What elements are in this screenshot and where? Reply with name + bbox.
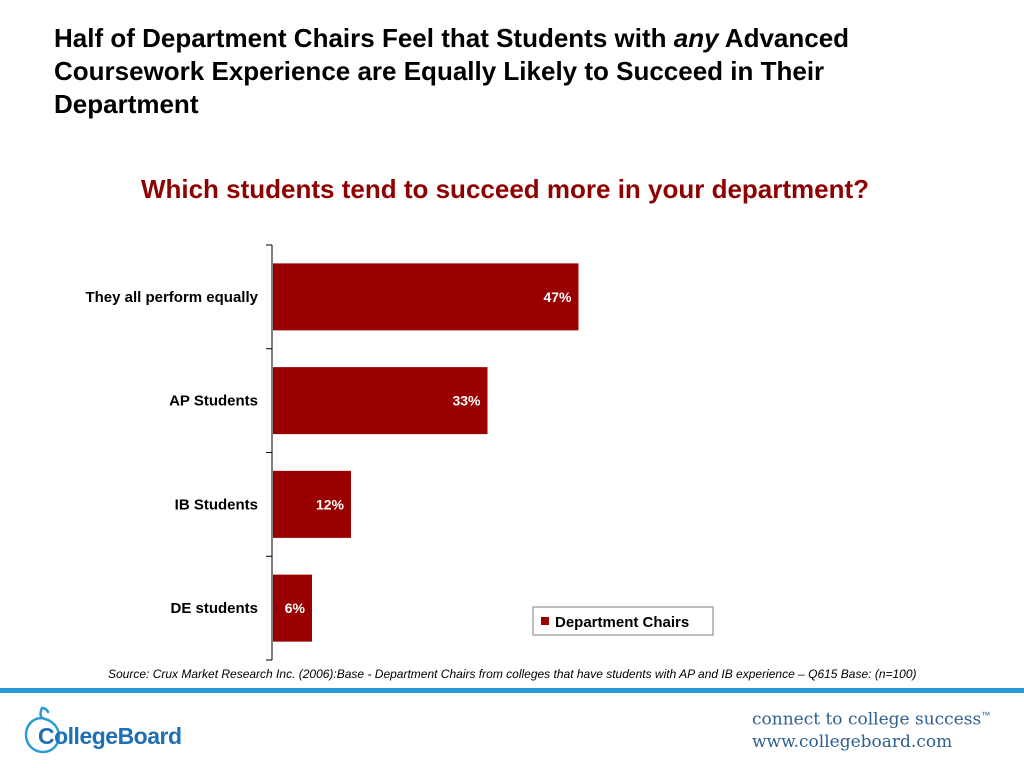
bar xyxy=(273,470,351,538)
chart-bars: 47% 33% 12% 6% xyxy=(273,263,579,642)
trademark-mark: ™ xyxy=(981,710,991,720)
logo-text: CollegeBoard xyxy=(38,723,182,749)
tagline-text: connect to college success™ xyxy=(752,704,1012,731)
title-emphasis: any xyxy=(673,23,719,53)
chart-axis xyxy=(266,244,273,661)
bar xyxy=(273,367,488,435)
legend-box xyxy=(532,606,714,636)
title-part-2: Advanced Coursework Experience are Equal… xyxy=(54,23,850,119)
chart-legend: Department Chairs xyxy=(532,606,714,636)
tagline-phrase: connect to college success xyxy=(752,709,982,730)
collegeboard-logo: CollegeBoard xyxy=(18,704,218,760)
chart-question: Which students tend to succeed more in y… xyxy=(140,174,870,204)
footer-divider xyxy=(0,688,1024,693)
chart-category-labels: They all perform equally AP Students IB St… xyxy=(85,289,258,617)
category-label: AP Students xyxy=(169,393,258,410)
category-label: DE students xyxy=(170,600,258,617)
bar-data-label: 12% xyxy=(316,496,345,512)
acorn-icon xyxy=(24,706,61,754)
bar-data-label: 33% xyxy=(452,393,481,409)
bar-data-label: 47% xyxy=(543,289,572,305)
title-part-1: Half of Department Chairs Feel that Stud… xyxy=(54,23,674,53)
slide-title: Half of Department Chairs Feel that Stud… xyxy=(54,22,974,121)
bar xyxy=(273,263,579,331)
bar-chart: 47% 33% 12% 6% They all perform equally AP S… xyxy=(85,244,714,661)
category-label: They all perform equally xyxy=(85,289,258,306)
legend-swatch xyxy=(541,617,549,625)
bar-data-label: 6% xyxy=(285,600,306,616)
legend-label: Department Chairs xyxy=(555,614,689,631)
source-note: Source: Crux Market Research Inc. (2006)… xyxy=(108,667,917,681)
category-label: IB Students xyxy=(175,496,258,513)
website-url[interactable]: www.collegeboard.com xyxy=(752,731,953,752)
footer-tagline: connect to college success™ www.collegeb… xyxy=(752,704,1012,753)
bar xyxy=(273,574,312,642)
